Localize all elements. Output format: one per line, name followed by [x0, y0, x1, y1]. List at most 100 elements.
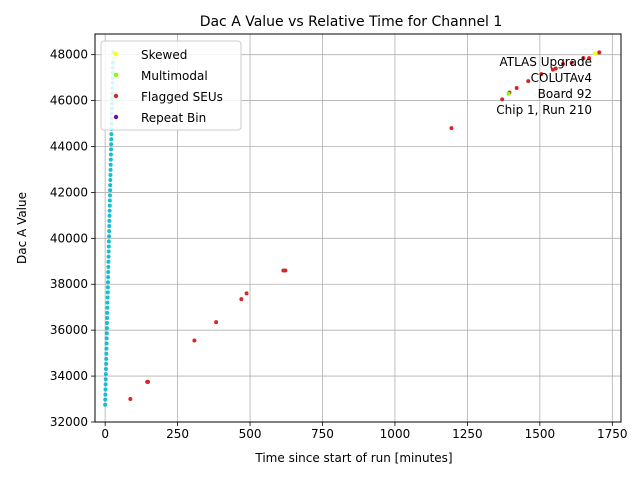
legend: Skewed Multimodal Flagged SEUs Repeat Bin	[100, 40, 242, 131]
main-series-point	[107, 193, 112, 198]
series-0-point	[597, 50, 602, 55]
y-axis-ticks: 32000 34000 36000 38000 40000 42000 44000 46000…	[50, 48, 95, 429]
main-series-point	[107, 218, 112, 223]
main-series-point	[105, 290, 110, 295]
main-series-point	[107, 198, 112, 203]
y-tick-label: 40000	[50, 231, 88, 245]
y-axis-label: Dac A Value	[15, 192, 29, 264]
chart-annotation: ATLAS Upgrade COLUTAv4 Board 92 Chip 1, Run…	[496, 55, 592, 117]
main-series-point	[105, 315, 110, 320]
series-0-point	[214, 320, 219, 325]
main-series-point	[109, 132, 114, 137]
main-series-point	[107, 213, 112, 218]
main-series-point	[105, 280, 110, 285]
main-series-point	[109, 147, 114, 152]
y-tick-label: 44000	[50, 139, 88, 153]
main-series-point	[107, 224, 112, 229]
legend-label: Flagged SEUs	[141, 90, 223, 104]
main-series-point	[104, 331, 109, 336]
y-tick-label: 42000	[50, 185, 88, 199]
x-tick-label: 1500	[525, 427, 556, 441]
x-tick-label: 0	[101, 427, 109, 441]
series-0-point	[128, 397, 133, 402]
series-0-point	[526, 79, 531, 84]
x-tick-label: 750	[311, 427, 334, 441]
x-tick-label: 1250	[452, 427, 483, 441]
main-series-point	[108, 172, 113, 177]
y-tick-label: 36000	[50, 323, 88, 337]
x-axis-ticks: 0 250 500 750 1000 1250 1500 1750	[101, 422, 628, 441]
main-series-point	[107, 234, 112, 239]
series-0-point	[283, 268, 288, 273]
main-series-point	[103, 372, 108, 377]
grid	[95, 34, 621, 423]
main-series-point	[103, 387, 108, 392]
main-series-point	[104, 351, 109, 356]
y-tick-label: 48000	[50, 48, 88, 62]
main-series-point	[104, 361, 109, 366]
main-series-point	[103, 402, 108, 407]
main-series-point	[108, 152, 113, 157]
x-tick-label: 1000	[380, 427, 411, 441]
y-tick-label: 38000	[50, 277, 88, 291]
main-series-point	[106, 249, 111, 254]
legend-marker	[113, 72, 119, 78]
main-series-point	[105, 310, 110, 315]
main-series-point	[105, 285, 110, 290]
legend-label: Skewed	[141, 48, 187, 62]
main-series-point	[105, 295, 110, 300]
x-tick-label: 1750	[597, 427, 628, 441]
legend-label: Repeat Bin	[141, 111, 206, 125]
legend-marker	[113, 51, 119, 57]
plot-frame	[94, 33, 622, 423]
main-series-point	[107, 229, 112, 234]
main-series-point	[104, 336, 109, 341]
main-series-point	[108, 162, 113, 167]
series-0-point	[553, 66, 558, 71]
main-series-point	[104, 346, 109, 351]
main-series-point	[103, 377, 108, 382]
series-0-point	[239, 297, 244, 302]
y-tick-label: 34000	[50, 369, 88, 383]
x-tick-label: 250	[166, 427, 189, 441]
main-series-point	[108, 157, 113, 162]
main-series-point	[103, 397, 108, 402]
chart-title: Dac A Value vs Relative Time for Channel…	[200, 14, 503, 30]
main-series-point	[105, 300, 110, 305]
main-series-point	[107, 208, 112, 213]
main-series-point	[107, 203, 112, 208]
main-series-point	[106, 275, 111, 280]
main-series-point	[108, 188, 113, 193]
main-series-point	[108, 178, 113, 183]
main-series-point	[105, 305, 110, 310]
legend-label: Multimodal	[141, 69, 208, 83]
x-tick-label: 500	[239, 427, 262, 441]
series-0-point	[192, 338, 197, 343]
main-series-point	[103, 367, 108, 372]
main-series-point	[104, 341, 109, 346]
series-0-point	[581, 56, 586, 61]
series-1-point	[592, 51, 597, 56]
main-series-point	[106, 264, 111, 269]
annotation-line: ATLAS Upgrade	[499, 55, 592, 69]
annotation-line: Board 92	[538, 87, 592, 101]
series-0-point	[569, 60, 574, 65]
main-series-point	[108, 167, 113, 172]
main-series-point	[106, 244, 111, 249]
series-2-point	[506, 91, 511, 96]
legend-box	[100, 40, 242, 131]
series-0-point	[244, 291, 249, 296]
series-0-point	[587, 56, 592, 61]
legend-marker	[113, 93, 119, 99]
main-series-point	[108, 183, 113, 188]
main-series-point	[109, 142, 114, 147]
x-axis-label: Time since start of run [minutes]	[254, 451, 452, 465]
main-series-point	[106, 254, 111, 259]
main-series-point	[106, 269, 111, 274]
y-tick-label: 46000	[50, 94, 88, 108]
annotation-line: COLUTAv4	[531, 71, 592, 85]
series-0-point	[146, 379, 151, 384]
series-0-point	[514, 85, 519, 90]
main-series-point	[103, 392, 108, 397]
